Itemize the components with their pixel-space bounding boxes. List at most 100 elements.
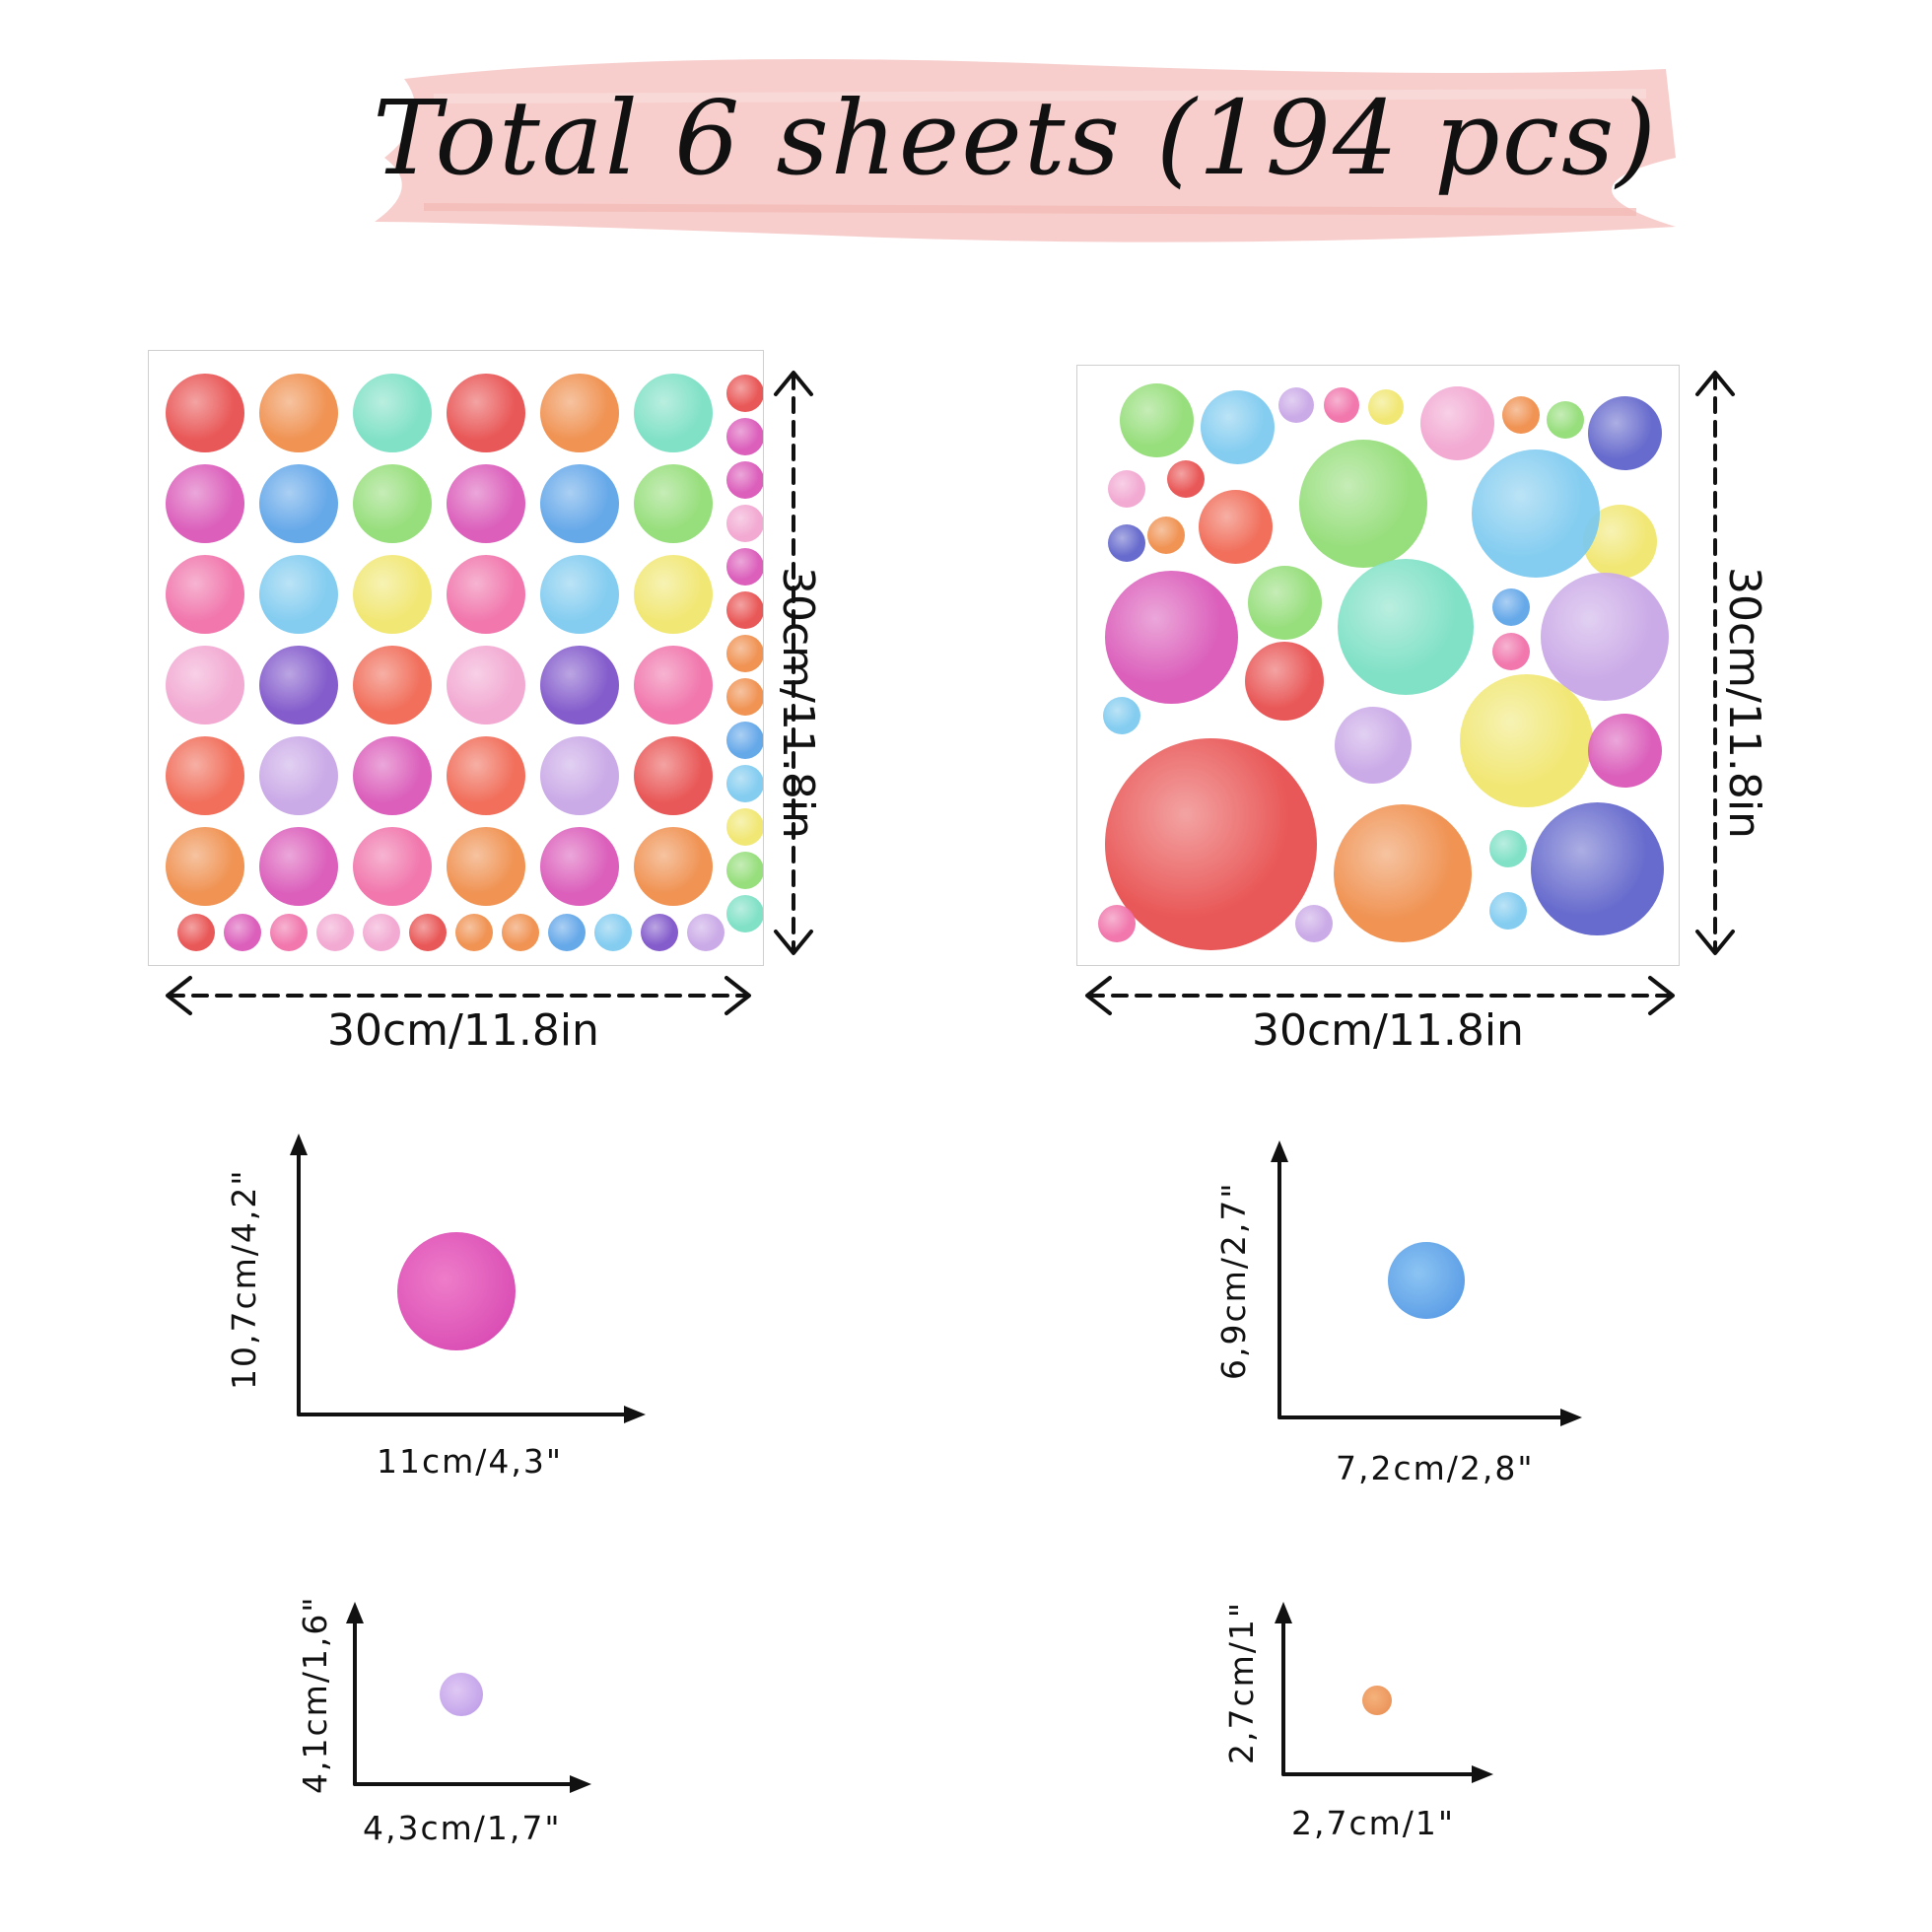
sticker-dot [353,464,432,543]
sticker-dot [224,914,261,951]
sticker-dot [447,464,525,543]
sticker-dot [634,464,713,543]
grid-sheet [148,350,764,966]
sticker-dot [166,464,244,543]
sticker-dot [1587,395,1662,470]
sticker-dot [447,646,525,724]
sticker-dot [1278,387,1314,423]
sticker-dot [353,646,432,724]
medium-dot-sample [1388,1242,1465,1319]
sticker-dot [634,374,713,452]
sticker-dot [447,827,525,906]
sticker-dot [726,418,763,455]
sticker-dot [259,736,338,815]
sticker-dot [726,722,763,759]
sticker-dot [726,635,763,672]
sticker-dot [634,646,713,724]
sticker-dot [1104,570,1238,704]
sticker-dot [259,464,338,543]
sticker-dot [1098,905,1136,942]
sticker-dot [1502,396,1540,434]
sticker-dot [1368,389,1404,425]
sticker-dot [447,555,525,634]
sticker-dot [634,555,713,634]
sheet1-height-label: 30cm/11.8in [773,567,823,839]
sticker-dot [1147,517,1185,554]
sticker-dot [1489,830,1527,867]
sticker-dot [1299,440,1427,568]
sticker-dot [726,548,763,586]
sticker-dot [1324,387,1359,423]
sticker-dot [726,808,763,846]
sticker-dot [353,736,432,815]
tiny-dot-height-label: 2,7cm/1" [1222,1600,1261,1764]
sticker-dot [1295,905,1333,942]
sticker-dot [1198,489,1273,564]
medium-dot-width-label: 7,2cm/2,8" [1336,1449,1535,1487]
mixed-sheet [1076,365,1680,966]
sticker-dot [726,505,763,542]
sticker-dot [641,914,678,951]
title-brush-stroke [375,59,1676,242]
large-dot-width-label: 11cm/4,3" [377,1442,564,1481]
sticker-dot [502,914,539,951]
sticker-dot [726,895,763,932]
small-dot-width-label: 4,3cm/1,7" [363,1809,562,1847]
sticker-dot [634,827,713,906]
sticker-dot [1335,707,1412,784]
sticker-dot [634,736,713,815]
sheet2-width-label: 30cm/11.8in [1252,1005,1524,1056]
sticker-dot [726,461,763,499]
sticker-dot [594,914,632,951]
sticker-dot [166,736,244,815]
small-dot-height-label: 4,1cm/1,6" [296,1595,334,1794]
small-dot-sample [440,1673,483,1716]
sticker-dot [1587,713,1662,788]
sheet1-width-label: 30cm/11.8in [327,1005,599,1056]
large-dot-sample [397,1232,516,1350]
sticker-dot [726,678,763,716]
sticker-dot [166,827,244,906]
sheet2-height-label: 30cm/11.8in [1719,567,1769,839]
sticker-dot [316,914,354,951]
sticker-dot [1492,633,1530,670]
sticker-dot [726,591,763,629]
sticker-dot [1547,401,1584,439]
sticker-dot [177,914,215,951]
sticker-dot [1104,737,1317,950]
sticker-dot [259,374,338,452]
sticker-dot [353,555,432,634]
sticker-dot [540,827,619,906]
sticker-dot [166,555,244,634]
sticker-dot [1108,524,1145,562]
sticker-dot [726,375,763,412]
sticker-dot [1541,573,1669,701]
sticker-dot [1103,697,1140,734]
large-dot-height-label: 10,7cm/4,2" [225,1168,263,1390]
sticker-dot [1108,470,1145,508]
sticker-dot [353,374,432,452]
sticker-dot [687,914,724,951]
sticker-dot [1334,804,1472,942]
sticker-dot [548,914,586,951]
sticker-dot [270,914,308,951]
sticker-dot [1459,673,1593,807]
sticker-dot [1245,642,1324,721]
sticker-dot [1530,801,1664,935]
sticker-dot [1489,892,1527,930]
sticker-dot [726,765,763,802]
sticker-dot [540,736,619,815]
sticker-dot [259,646,338,724]
sticker-dot [540,374,619,452]
sticker-dot [540,464,619,543]
sticker-dot [447,736,525,815]
page-title: Total 6 sheets (194 pcs) [373,78,1658,198]
sticker-dot [409,914,447,951]
sticker-dot [1338,559,1474,695]
sticker-dot [455,914,493,951]
sticker-dot [353,827,432,906]
sticker-dot [447,374,525,452]
sticker-dot [540,646,619,724]
